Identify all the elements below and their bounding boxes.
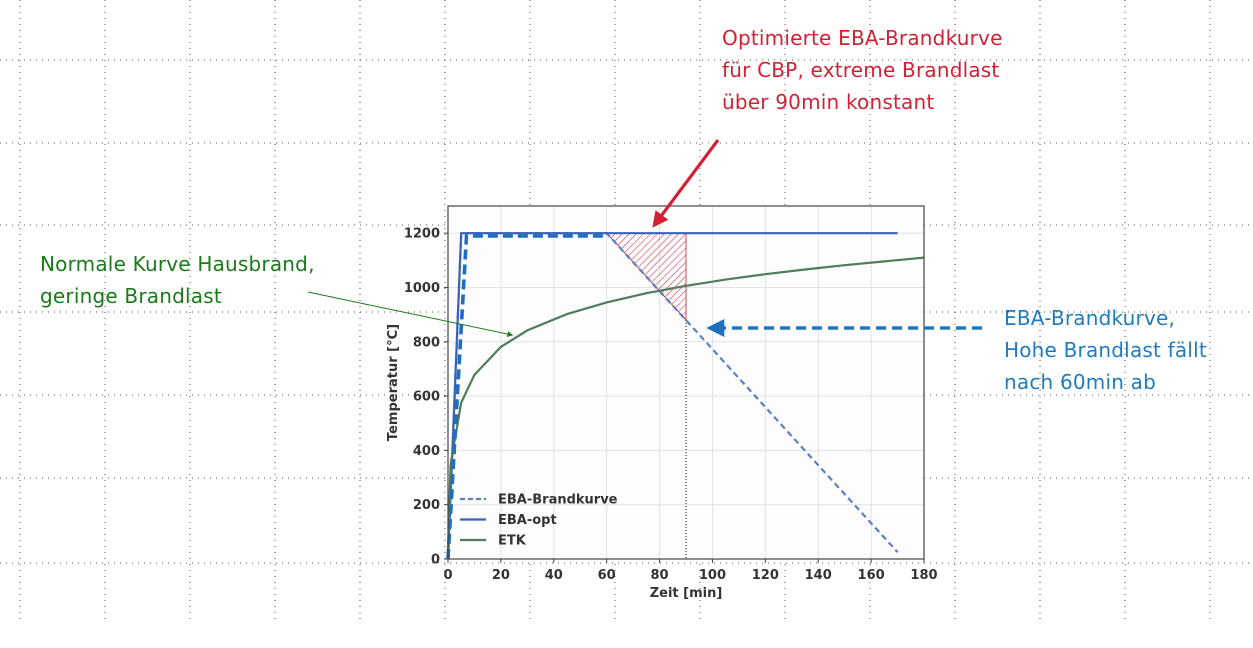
- legend-label: EBA-Brandkurve: [498, 493, 618, 508]
- y-axis-label: Temperatur [°C]: [386, 324, 401, 441]
- annotation-line: nach 60min ab: [1004, 370, 1157, 394]
- annotation-line: über 90min konstant: [722, 90, 935, 114]
- annotation-line: für CBP, extreme Brandlast: [722, 58, 1000, 82]
- annotation-line: Normale Kurve Hausbrand,: [40, 252, 315, 276]
- x-tick-label: 180: [910, 568, 937, 583]
- annotation-line: Hohe Brandlast fällt: [1004, 338, 1207, 362]
- x-axis-label: Zeit [min]: [650, 586, 723, 601]
- x-tick-label: 40: [545, 568, 563, 583]
- y-tick-label: 200: [413, 498, 440, 513]
- annotation-optimized-curve: Optimierte EBA-Brandkurve für CBP, extre…: [722, 22, 1003, 118]
- y-tick-label: 0: [431, 553, 440, 568]
- x-tick-label: 140: [805, 568, 832, 583]
- annotation-normal-curve: Normale Kurve Hausbrand, geringe Brandla…: [40, 248, 315, 312]
- green-annotation-arrow: [307, 291, 514, 337]
- annotation-line: EBA-Brandkurve,: [1004, 306, 1176, 330]
- x-tick-label: 100: [699, 568, 726, 583]
- y-tick-label: 800: [413, 335, 440, 350]
- series-line-etk: [446, 256, 925, 554]
- x-tick-label: 160: [858, 568, 885, 583]
- y-tick-label: 400: [413, 444, 440, 459]
- x-tick-label: 120: [752, 568, 779, 583]
- y-tick-label: 1000: [404, 281, 440, 296]
- annotation-line: Optimierte EBA-Brandkurve: [722, 26, 1003, 50]
- x-tick-label: 0: [443, 568, 452, 583]
- x-tick-label: 80: [651, 568, 669, 583]
- annotation-eba-curve: EBA-Brandkurve, Hohe Brandlast fällt nac…: [1004, 302, 1207, 398]
- x-tick-label: 20: [492, 568, 510, 583]
- y-tick-label: 1200: [404, 227, 440, 242]
- red-annotation-arrow: [652, 139, 720, 228]
- plot-frame: [447, 205, 925, 560]
- annotation-line: geringe Brandlast: [40, 284, 222, 308]
- legend-label: ETK: [498, 534, 527, 549]
- y-tick-label: 600: [413, 390, 440, 405]
- legend-label: EBA-opt: [498, 513, 557, 528]
- overlay-dashed-line: [446, 234, 607, 560]
- x-tick-label: 60: [598, 568, 616, 583]
